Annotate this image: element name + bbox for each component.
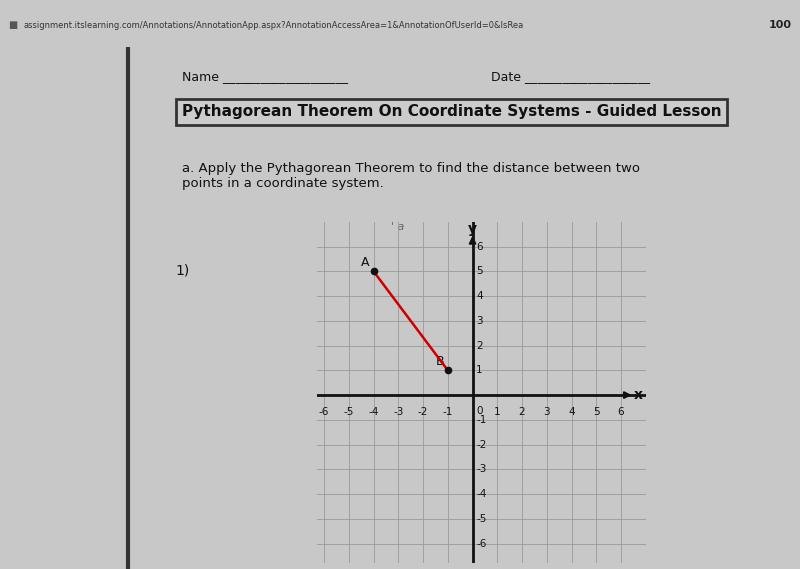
Text: x: x [634, 388, 643, 402]
Text: a. Apply the Pythagorean Theorem to find the distance between two
points in a co: a. Apply the Pythagorean Theorem to find… [182, 162, 640, 189]
Text: 100: 100 [769, 20, 792, 30]
Text: 1: 1 [476, 365, 483, 376]
Text: -5: -5 [344, 407, 354, 418]
Text: 2: 2 [476, 341, 483, 351]
Text: Name ____________________: Name ____________________ [182, 70, 348, 83]
Text: ■: ■ [8, 20, 18, 30]
Text: -2: -2 [476, 440, 486, 450]
Text: -1: -1 [442, 407, 453, 418]
Text: 3: 3 [476, 316, 483, 326]
Text: ' a: ' a [391, 222, 405, 232]
Text: assignment.itslearning.com/Annotations/AnnotationApp.aspx?AnnotationAccessArea=1: assignment.itslearning.com/Annotations/A… [24, 21, 524, 30]
Text: 6: 6 [618, 407, 624, 418]
Text: 2: 2 [518, 407, 526, 418]
Text: -3: -3 [393, 407, 403, 418]
Text: 1: 1 [494, 407, 501, 418]
Text: -1: -1 [476, 415, 486, 425]
Text: 1): 1) [175, 263, 190, 278]
Text: 0: 0 [476, 406, 482, 416]
Text: -2: -2 [418, 407, 428, 418]
Text: -3: -3 [476, 464, 486, 475]
Text: -6: -6 [319, 407, 330, 418]
Text: 5: 5 [593, 407, 599, 418]
Text: Pythagorean Theorem On Coordinate Systems - Guided Lesson: Pythagorean Theorem On Coordinate System… [182, 105, 722, 119]
Text: -6: -6 [476, 538, 486, 549]
Text: 5: 5 [476, 266, 483, 277]
Text: A: A [362, 256, 370, 269]
Text: Date ____________________: Date ____________________ [491, 70, 650, 83]
Text: y: y [468, 222, 477, 236]
Text: -4: -4 [476, 489, 486, 499]
Text: -5: -5 [476, 514, 486, 524]
Text: -4: -4 [369, 407, 378, 418]
Text: 4: 4 [568, 407, 575, 418]
Text: 4: 4 [476, 291, 483, 301]
Text: 6: 6 [476, 242, 483, 251]
Text: B: B [435, 355, 444, 368]
Text: 3: 3 [543, 407, 550, 418]
